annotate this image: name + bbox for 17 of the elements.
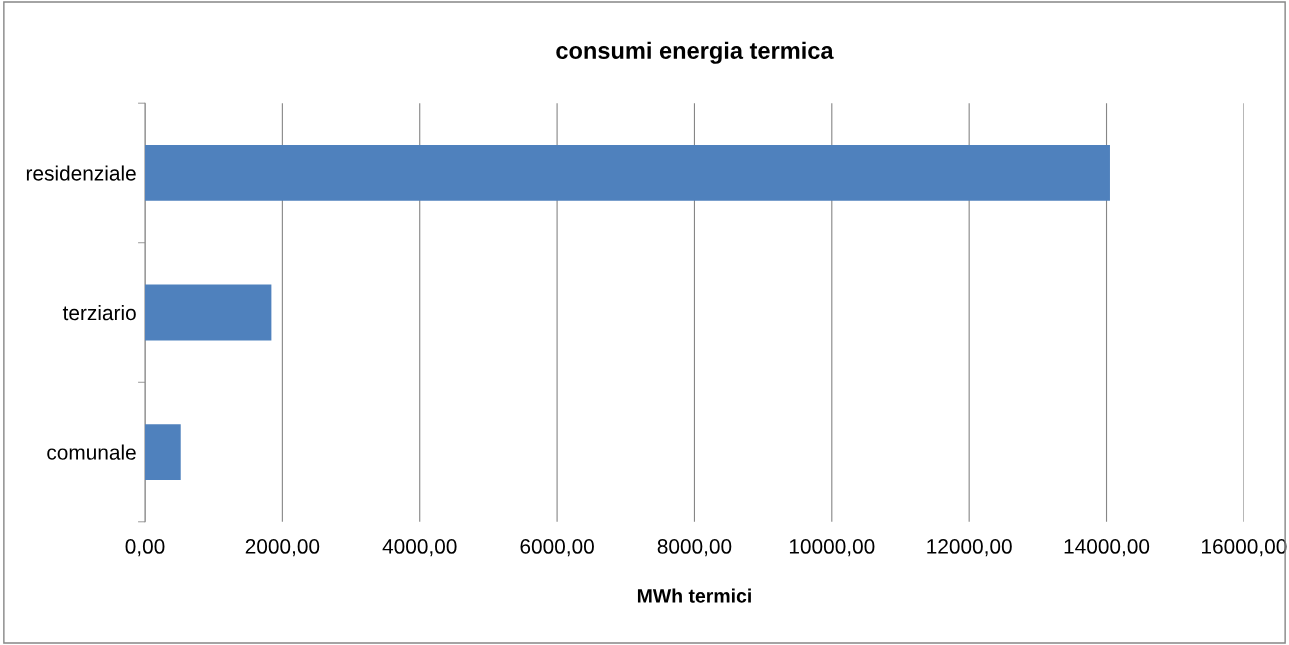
- x-axis-title: MWh termici: [637, 588, 751, 603]
- y-tick-label: comunale: [47, 444, 136, 460]
- bar: [145, 424, 181, 480]
- x-tick-label: 6000,00: [520, 539, 594, 557]
- x-tick-label: 10000,00: [789, 539, 875, 557]
- x-tick-label: 14000,00: [1064, 539, 1150, 557]
- x-tick-label: 4000,00: [382, 539, 457, 557]
- bar: [145, 145, 1110, 201]
- x-tick-label: 16000,00: [1202, 539, 1287, 557]
- y-tick-label: terziario: [62, 304, 136, 321]
- x-tick-label: 0,00: [125, 539, 165, 557]
- x-tick-label: 12000,00: [927, 539, 1012, 557]
- x-tick-label: 8000,00: [657, 539, 732, 557]
- chart-title: consumi energia termica: [556, 41, 834, 64]
- y-tick-label: residenziale: [26, 165, 136, 181]
- x-tick-label: 2000,00: [245, 539, 320, 557]
- bar: [145, 284, 272, 341]
